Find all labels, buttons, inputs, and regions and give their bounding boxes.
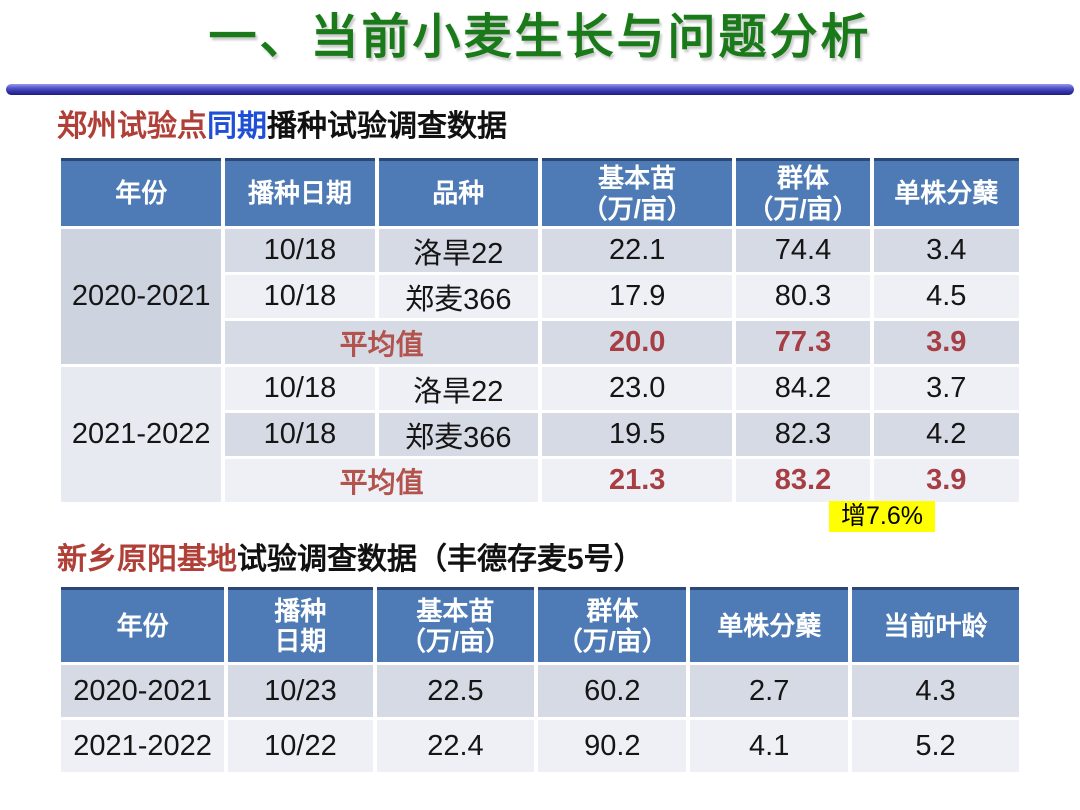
slide-title: 一、当前小麦生长与问题分析: [208, 11, 872, 64]
cell-tillers: 3.7: [873, 367, 1019, 411]
increase-highlight-badge: 增7.6%: [829, 501, 935, 532]
cell-year: 2020-2021: [61, 665, 225, 718]
cell-variety: 郑麦366: [378, 413, 538, 457]
cell-tillers: 3.4: [873, 229, 1019, 273]
section1-heading-rest: 播种试验调查数据: [267, 110, 507, 143]
cell-population: 82.3: [736, 413, 870, 457]
average-basic-seedlings: 21.3: [541, 459, 733, 503]
cell-year: 2021-2022: [61, 720, 225, 773]
yuanyang-base-table: 年份 播种 日期 基本苗 （万/亩） 群体 （万/亩） 单株分蘖 当前叶龄 2020-…: [57, 584, 1023, 775]
cell-leaf-age: 5.2: [852, 720, 1019, 773]
cell-population: 84.2: [736, 367, 870, 411]
table2-col-leaf-age: 当前叶龄: [852, 587, 1019, 663]
table2-col-year: 年份: [61, 587, 225, 663]
cell-population: 60.2: [538, 665, 687, 718]
average-label: 平均值: [225, 321, 538, 365]
section1-heading-period: 同期: [207, 110, 267, 143]
cell-sowing-date: 10/18: [225, 229, 375, 273]
cell-sowing-date: 10/18: [225, 413, 375, 457]
table-row: 2020-2021 10/18 洛旱22 22.1 74.4 3.4: [61, 229, 1019, 365]
cell-tillers: 4.1: [690, 720, 848, 773]
section1-heading: 郑州试验点同期播种试验调查数据: [57, 108, 1023, 145]
table2-col-sowing-date: 播种 日期: [228, 587, 373, 663]
cell-sowing-date: 10/22: [228, 720, 373, 773]
cell-variety: 洛旱22: [378, 367, 538, 411]
cell-sowing-date: 10/18: [225, 275, 375, 319]
table-row: 2021-2022 10/18 洛旱22 23.0 84.2 3.7: [61, 367, 1019, 503]
table2-header-row: 年份 播种 日期 基本苗 （万/亩） 群体 （万/亩） 单株分蘖 当前叶龄: [61, 587, 1019, 663]
table-row: 2020-2021 10/23 22.5 60.2 2.7 4.3: [61, 665, 1019, 718]
cell-basic-seedlings: 17.9: [541, 275, 733, 319]
table1-header-row: 年份 播种日期 品种 基本苗 （万/亩） 群体 （万/亩） 单株分蘖: [61, 158, 1019, 227]
average-row: 平均值 21.3 83.2 3.9: [61, 459, 1019, 503]
section2-heading: 新乡原阳基地试验调查数据（丰德存麦5号）: [57, 541, 1023, 578]
cell-population: 90.2: [538, 720, 687, 773]
table1-col-year: 年份: [61, 158, 222, 227]
table2-col-basic-seedlings: 基本苗 （万/亩）: [376, 587, 535, 663]
slide-content: 郑州试验点同期播种试验调查数据 年份 播种日期 品种 基本苗 （万/亩） 群体 （万…: [0, 108, 1080, 775]
cell-sowing-date: 10/23: [228, 665, 373, 718]
cell-leaf-age: 4.3: [852, 665, 1019, 718]
cell-basic-seedlings: 22.1: [541, 229, 733, 273]
table1-col-basic-seedlings: 基本苗 （万/亩）: [541, 158, 733, 227]
table-row: 10/18 郑麦366 19.5 82.3 4.2: [61, 413, 1019, 457]
cell-basic-seedlings: 23.0: [541, 367, 733, 411]
year-cell-2021-2022: 2021-2022: [61, 367, 222, 503]
cell-basic-seedlings: 22.4: [376, 720, 535, 773]
cell-variety: 郑麦366: [378, 275, 538, 319]
table1-col-tillers: 单株分蘖: [873, 158, 1019, 227]
section1-heading-site: 郑州试验点: [57, 110, 207, 143]
year-cell-2020-2021: 2020-2021: [61, 229, 222, 365]
average-tillers: 3.9: [873, 321, 1019, 365]
zhengzhou-trial-table: 年份 播种日期 品种 基本苗 （万/亩） 群体 （万/亩） 单株分蘖 2020-20…: [57, 155, 1023, 505]
cell-basic-seedlings: 19.5: [541, 413, 733, 457]
cell-population: 74.4: [736, 229, 870, 273]
table1-col-sowing-date: 播种日期: [225, 158, 375, 227]
cell-tillers: 2.7: [690, 665, 848, 718]
cell-population: 80.3: [736, 275, 870, 319]
average-tillers: 3.9: [873, 459, 1019, 503]
cell-tillers: 4.2: [873, 413, 1019, 457]
title-divider-bar: [6, 84, 1074, 95]
cell-sowing-date: 10/18: [225, 367, 375, 411]
cell-tillers: 4.5: [873, 275, 1019, 319]
average-population: 77.3: [736, 321, 870, 365]
section2-heading-rest: 试验调查数据（丰德存麦5号）: [237, 543, 644, 577]
average-label: 平均值: [225, 459, 538, 503]
table2-col-population: 群体 （万/亩）: [538, 587, 687, 663]
table1-col-variety: 品种: [378, 158, 538, 227]
cell-basic-seedlings: 22.5: [376, 665, 535, 718]
cell-variety: 洛旱22: [378, 229, 538, 273]
table2-col-tillers: 单株分蘖: [690, 587, 848, 663]
average-row: 平均值 20.0 77.3 3.9: [61, 321, 1019, 365]
average-population: 83.2: [736, 459, 870, 503]
table1-col-population: 群体 （万/亩）: [736, 158, 870, 227]
table-row: 2021-2022 10/22 22.4 90.2 4.1 5.2: [61, 720, 1019, 773]
section2-heading-site: 新乡原阳基地: [57, 543, 237, 577]
table-row: 10/18 郑麦366 17.9 80.3 4.5: [61, 275, 1019, 319]
average-basic-seedlings: 20.0: [541, 321, 733, 365]
